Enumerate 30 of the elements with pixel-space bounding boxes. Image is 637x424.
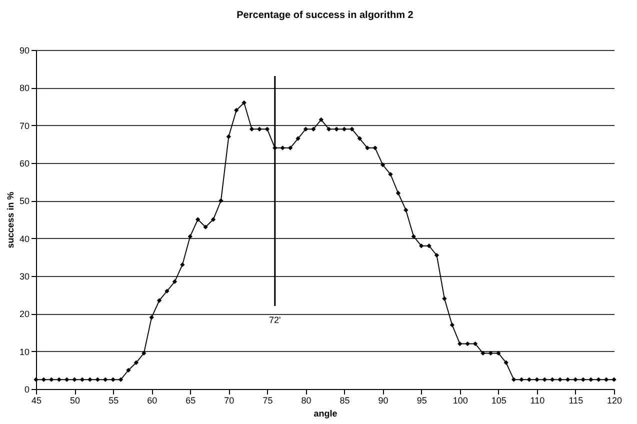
y-tick-label: 40 — [19, 234, 30, 244]
y-tick-label: 30 — [19, 272, 30, 282]
annotation: 72' — [269, 315, 282, 325]
y-tick-label: 90 — [19, 46, 30, 56]
x-tick-label: 95 — [416, 396, 427, 406]
x-tick-label: 85 — [340, 396, 350, 406]
y-axis-title: success in % — [5, 192, 16, 248]
y-tick-label: 50 — [19, 196, 30, 206]
y-tick-label: 80 — [19, 83, 30, 94]
y-tick-label: 0 — [24, 384, 30, 394]
x-tick-label: 110 — [530, 396, 545, 406]
x-tick-label: 50 — [70, 396, 80, 406]
x-tick-label: 60 — [147, 396, 158, 406]
y-tick-label: 70 — [19, 120, 30, 131]
chart-title: Percentage of success in algorithm 2 — [236, 10, 414, 21]
y-tick-label: 60 — [19, 158, 30, 168]
x-tick-label: 115 — [568, 396, 584, 406]
x-tick-label: 55 — [108, 396, 119, 406]
x-tick-label: 70 — [224, 396, 234, 406]
y-tick-label: 10 — [19, 346, 30, 357]
x-tick-label: 45 — [31, 396, 42, 406]
x-tick-label: 90 — [378, 396, 388, 406]
x-tick-label: 80 — [301, 396, 312, 406]
x-axis-title: angle — [314, 408, 338, 418]
x-tick-label: 120 — [606, 396, 622, 406]
x-tick-label: 65 — [186, 396, 196, 406]
x-tick-label: 100 — [452, 396, 468, 406]
x-tick-label: 105 — [491, 396, 506, 406]
x-tick-label: 75 — [262, 396, 273, 406]
y-tick-label: 20 — [19, 309, 30, 320]
